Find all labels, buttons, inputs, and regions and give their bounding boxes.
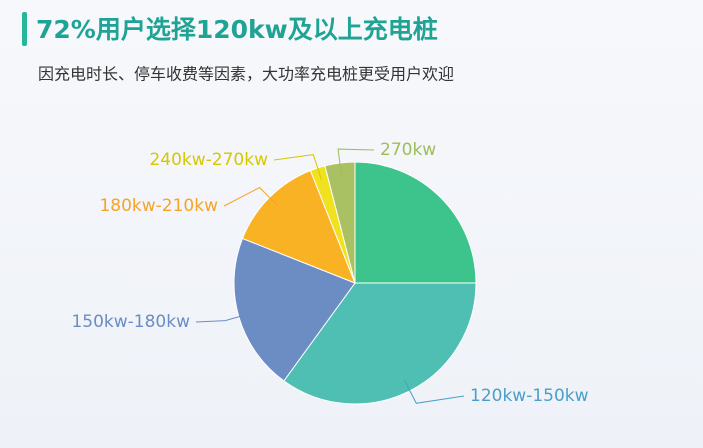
chart-title: 72%用户选择120kw及以上充电桩: [36, 15, 438, 44]
leader-line: [223, 186, 279, 207]
chart-subtitle: 因充电时长、停车收费等因素，大功率充电桩更受用户欢迎: [38, 65, 454, 84]
slice-label: 270kw: [380, 140, 436, 160]
leader-line: [403, 379, 465, 404]
title-bar: [22, 12, 27, 46]
leader-line: [337, 148, 375, 176]
slice-label: 150kw-180kw: [71, 312, 190, 332]
slice-label: 120kw-150kw: [470, 386, 589, 406]
leader-line: [273, 154, 322, 180]
pie-slice: [354, 161, 477, 284]
slice-label: 180kw-210kw: [99, 196, 218, 216]
leader-line: [195, 312, 251, 323]
slice-label: 240kw-270kw: [149, 150, 268, 170]
